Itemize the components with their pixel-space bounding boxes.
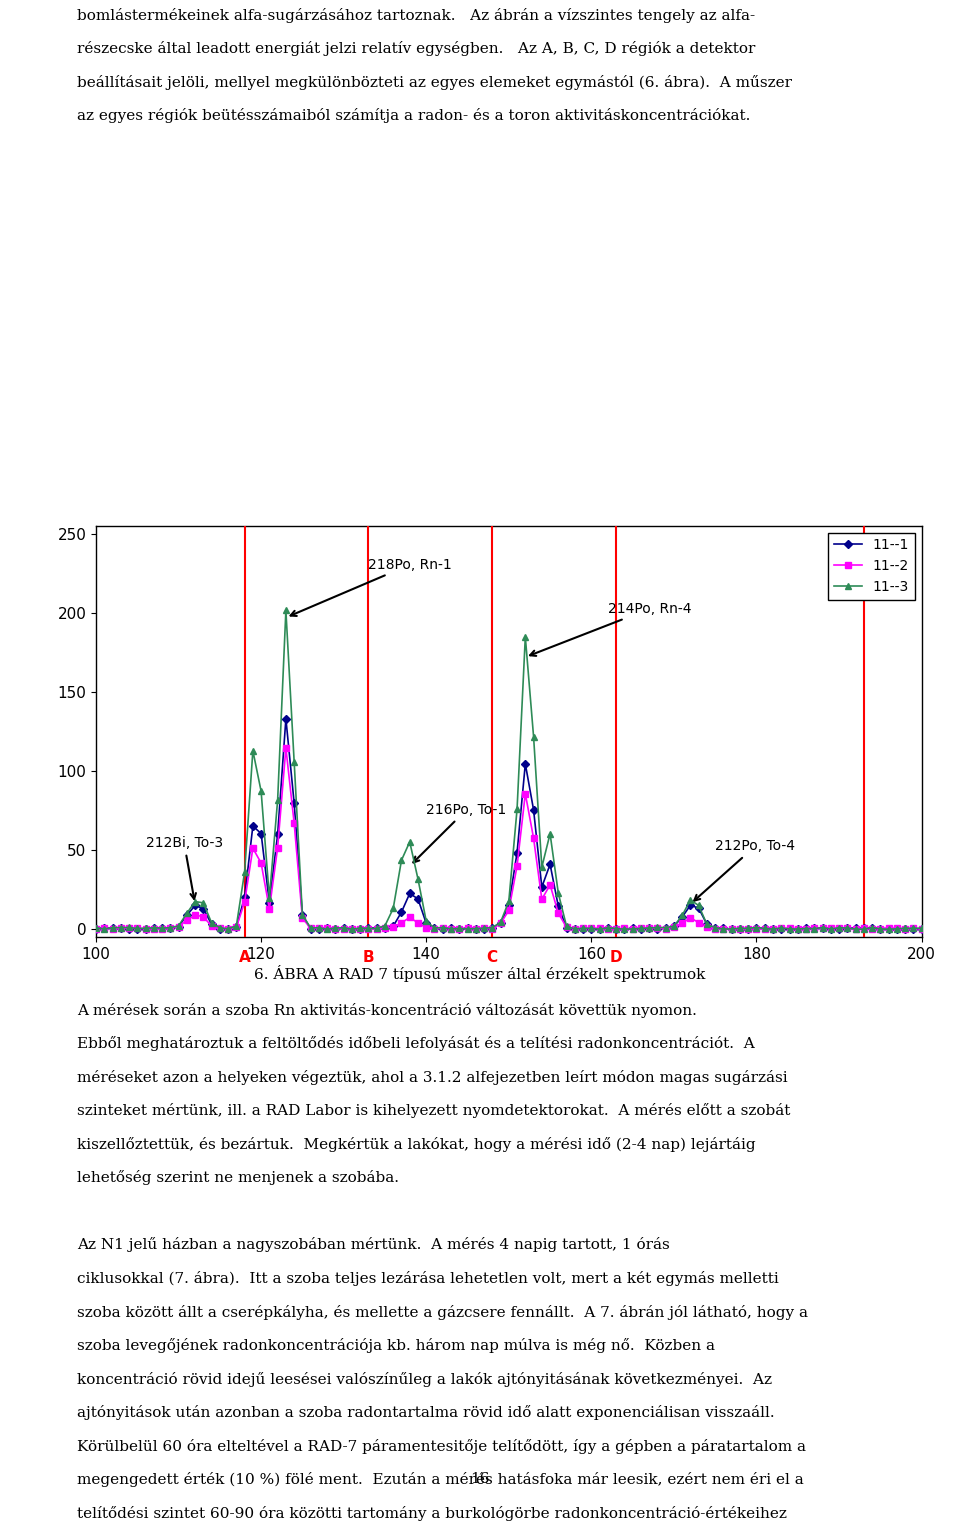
Line: 11--2: 11--2 — [93, 745, 924, 933]
Text: A: A — [239, 949, 251, 965]
11--1 — [90, 919, 102, 937]
11--3 — [487, 919, 498, 937]
Text: méréseket azon a helyeken végeztük, ahol a 3.1.2 alfejezetben leírt módon magas : méréseket azon a helyeken végeztük, ahol… — [77, 1070, 787, 1085]
11--2 — [478, 919, 490, 937]
11--1 — [718, 919, 730, 937]
11--1 — [305, 919, 317, 937]
11--3 — [322, 920, 333, 939]
Text: szinteket mértünk, ill. a RAD Labor is kihelyezett nyomdetektorokat.  A mérés el: szinteket mértünk, ill. a RAD Labor is k… — [77, 1103, 790, 1119]
11--1 — [478, 919, 490, 937]
11--1 — [677, 908, 688, 927]
Text: 212Bi, To-3: 212Bi, To-3 — [146, 837, 223, 899]
11--2 — [677, 914, 688, 933]
11--2 — [280, 739, 292, 757]
11--3 — [684, 892, 696, 910]
Text: részecske által leadott energiát jelzi relatív egységben.   Az A, B, C, D régiók: részecske által leadott energiát jelzi r… — [77, 41, 756, 56]
11--3 — [916, 919, 927, 937]
Text: Körülbelül 60 óra elteltével a RAD-7 páramentesitője telítődött, így a gépben a : Körülbelül 60 óra elteltével a RAD-7 pár… — [77, 1439, 805, 1454]
Text: szoba levegőjének radonkoncentrációja kb. három nap múlva is még nő.  Közben a: szoba levegőjének radonkoncentrációja kb… — [77, 1338, 715, 1353]
Text: D: D — [610, 949, 622, 965]
Text: 218Po, Rn-1: 218Po, Rn-1 — [291, 558, 452, 616]
Text: beállításait jelöli, mellyel megkülönbözteti az egyes elemeket egymástól (6. ábr: beállításait jelöli, mellyel megkülönböz… — [77, 75, 792, 90]
Text: 16: 16 — [470, 1472, 490, 1486]
11--3 — [305, 919, 317, 937]
Text: Ebből meghatároztuk a feltöltődés időbeli lefolyását és a telítési radonkoncentr: Ebből meghatároztuk a feltöltődés időbel… — [77, 1036, 755, 1052]
Text: szoba között állt a cserépkályha, és mellette a gázcsere fennállt.  A 7. ábrán j: szoba között állt a cserépkályha, és mel… — [77, 1305, 807, 1320]
11--3 — [90, 919, 102, 937]
11--2 — [916, 920, 927, 939]
Text: koncentráció rövid idejű leesései valószínűleg a lakók ajtónyitásának következmé: koncentráció rövid idejű leesései valósz… — [77, 1372, 772, 1387]
Text: bomlástermékeinek alfa-sugárzásához tartoznak.   Az ábrán a vízszintes tengely a: bomlástermékeinek alfa-sugárzásához tart… — [77, 8, 755, 23]
Text: C: C — [487, 949, 498, 965]
Text: ciklusokkal (7. ábra).  Itt a szoba teljes lezárása lehetetlen volt, mert a két : ciklusokkal (7. ábra). Itt a szoba telje… — [77, 1271, 779, 1286]
Line: 11--1: 11--1 — [93, 716, 924, 933]
Text: B: B — [363, 949, 374, 965]
Text: A mérések során a szoba Rn aktivitás-koncentráció változását követtük nyomon.: A mérések során a szoba Rn aktivitás-kon… — [77, 1003, 697, 1018]
11--1 — [594, 920, 606, 939]
Text: 6. ÁBRA A RAD 7 típusú műszer által érzékelt spektrumok: 6. ÁBRA A RAD 7 típusú műszer által érzé… — [254, 965, 706, 981]
11--3 — [602, 919, 613, 937]
Text: 216Po, To-1: 216Po, To-1 — [414, 803, 507, 863]
11--3 — [148, 919, 159, 937]
11--3 — [726, 920, 737, 939]
11--2 — [305, 919, 317, 937]
Text: kiszellőztettük, és bezártuk.  Megkértük a lakókat, hogy a mérési idő (2-4 nap) : kiszellőztettük, és bezártuk. Megkértük … — [77, 1137, 756, 1152]
Line: 11--3: 11--3 — [93, 608, 924, 933]
11--2 — [90, 920, 102, 939]
Text: telítődési szintet 60-90 óra közötti tartomány a burkológörbe radonkoncentráció-: telítődési szintet 60-90 óra közötti tar… — [77, 1506, 786, 1521]
11--1 — [916, 920, 927, 939]
Text: 212Po, To-4: 212Po, To-4 — [694, 840, 795, 901]
Text: Az N1 jelű házban a nagyszobában mértünk.  A mérés 4 napig tartott, 1 órás: Az N1 jelű házban a nagyszobában mértünk… — [77, 1237, 669, 1253]
11--1 — [148, 919, 159, 937]
11--2 — [718, 920, 730, 939]
Legend: 11--1, 11--2, 11--3: 11--1, 11--2, 11--3 — [828, 533, 915, 600]
11--2 — [148, 920, 159, 939]
Text: megengedett érték (10 %) fölé ment.  Ezután a mérés hatásfoka már leesik, ezért : megengedett érték (10 %) fölé ment. Ezut… — [77, 1472, 804, 1487]
11--1 — [280, 710, 292, 728]
Text: lehetőség szerint ne menjenek a szobába.: lehetőség szerint ne menjenek a szobába. — [77, 1170, 398, 1186]
Text: ajtónyitások után azonban a szoba radontartalma rövid idő alatt exponenciálisan : ajtónyitások után azonban a szoba radont… — [77, 1405, 775, 1420]
11--1 — [900, 920, 911, 939]
11--3 — [280, 602, 292, 620]
Text: az egyes régiók beütésszámaiból számítja a radon- és a toron aktivitáskoncentrác: az egyes régiók beütésszámaiból számítja… — [77, 108, 750, 123]
Text: 214Po, Rn-4: 214Po, Rn-4 — [530, 602, 691, 655]
11--2 — [594, 919, 606, 937]
11--2 — [850, 920, 861, 939]
